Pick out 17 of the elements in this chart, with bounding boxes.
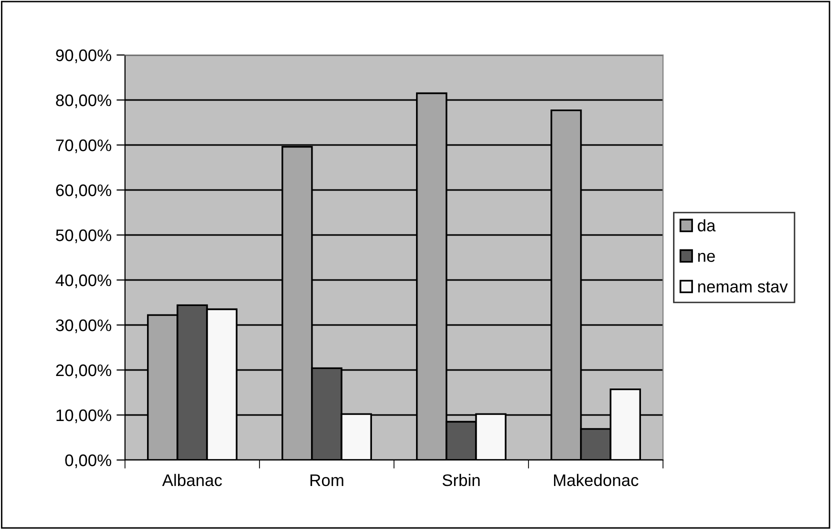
y-tick-label: 20,00% bbox=[56, 364, 112, 378]
x-tick-label: Rom bbox=[310, 474, 344, 486]
y-tick-label: 70,00% bbox=[56, 139, 112, 154]
y-tick-label: 30,00% bbox=[56, 319, 112, 334]
legend-label: ne bbox=[698, 252, 715, 262]
x-tick-label: Makedonac bbox=[554, 474, 638, 486]
y-tick-label: 50,00% bbox=[56, 229, 112, 244]
x-tick-label: Albanac bbox=[162, 474, 222, 486]
y-tick-label: 60,00% bbox=[56, 184, 112, 198]
y-tick-label: 40,00% bbox=[56, 274, 112, 288]
y-tick-label: 0,00% bbox=[65, 454, 112, 468]
y-tick-label: 80,00% bbox=[56, 94, 112, 108]
y-tick-label: 90,00% bbox=[56, 49, 112, 64]
x-tick-label: Srbin bbox=[442, 474, 480, 486]
legend-label: nemam stav bbox=[698, 282, 788, 293]
y-tick-label: 10,00% bbox=[56, 409, 112, 424]
legend-label: da bbox=[698, 219, 716, 232]
